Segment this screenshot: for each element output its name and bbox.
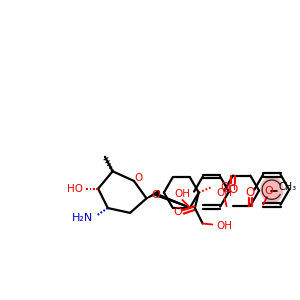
Text: H₂N: H₂N [72,213,93,223]
Polygon shape [146,190,160,198]
Text: O: O [228,183,238,196]
Text: O: O [135,173,143,183]
Text: OH: OH [217,188,232,198]
Text: O: O [265,186,273,196]
Polygon shape [156,194,190,208]
Text: O: O [152,190,161,200]
Text: CH₃: CH₃ [279,182,297,192]
Text: OH: OH [174,189,190,199]
Text: HO: HO [67,184,83,194]
Text: O: O [246,186,255,199]
Ellipse shape [260,176,284,203]
Text: OH: OH [220,182,236,192]
Text: OH: OH [216,221,232,231]
Text: O: O [173,207,182,217]
